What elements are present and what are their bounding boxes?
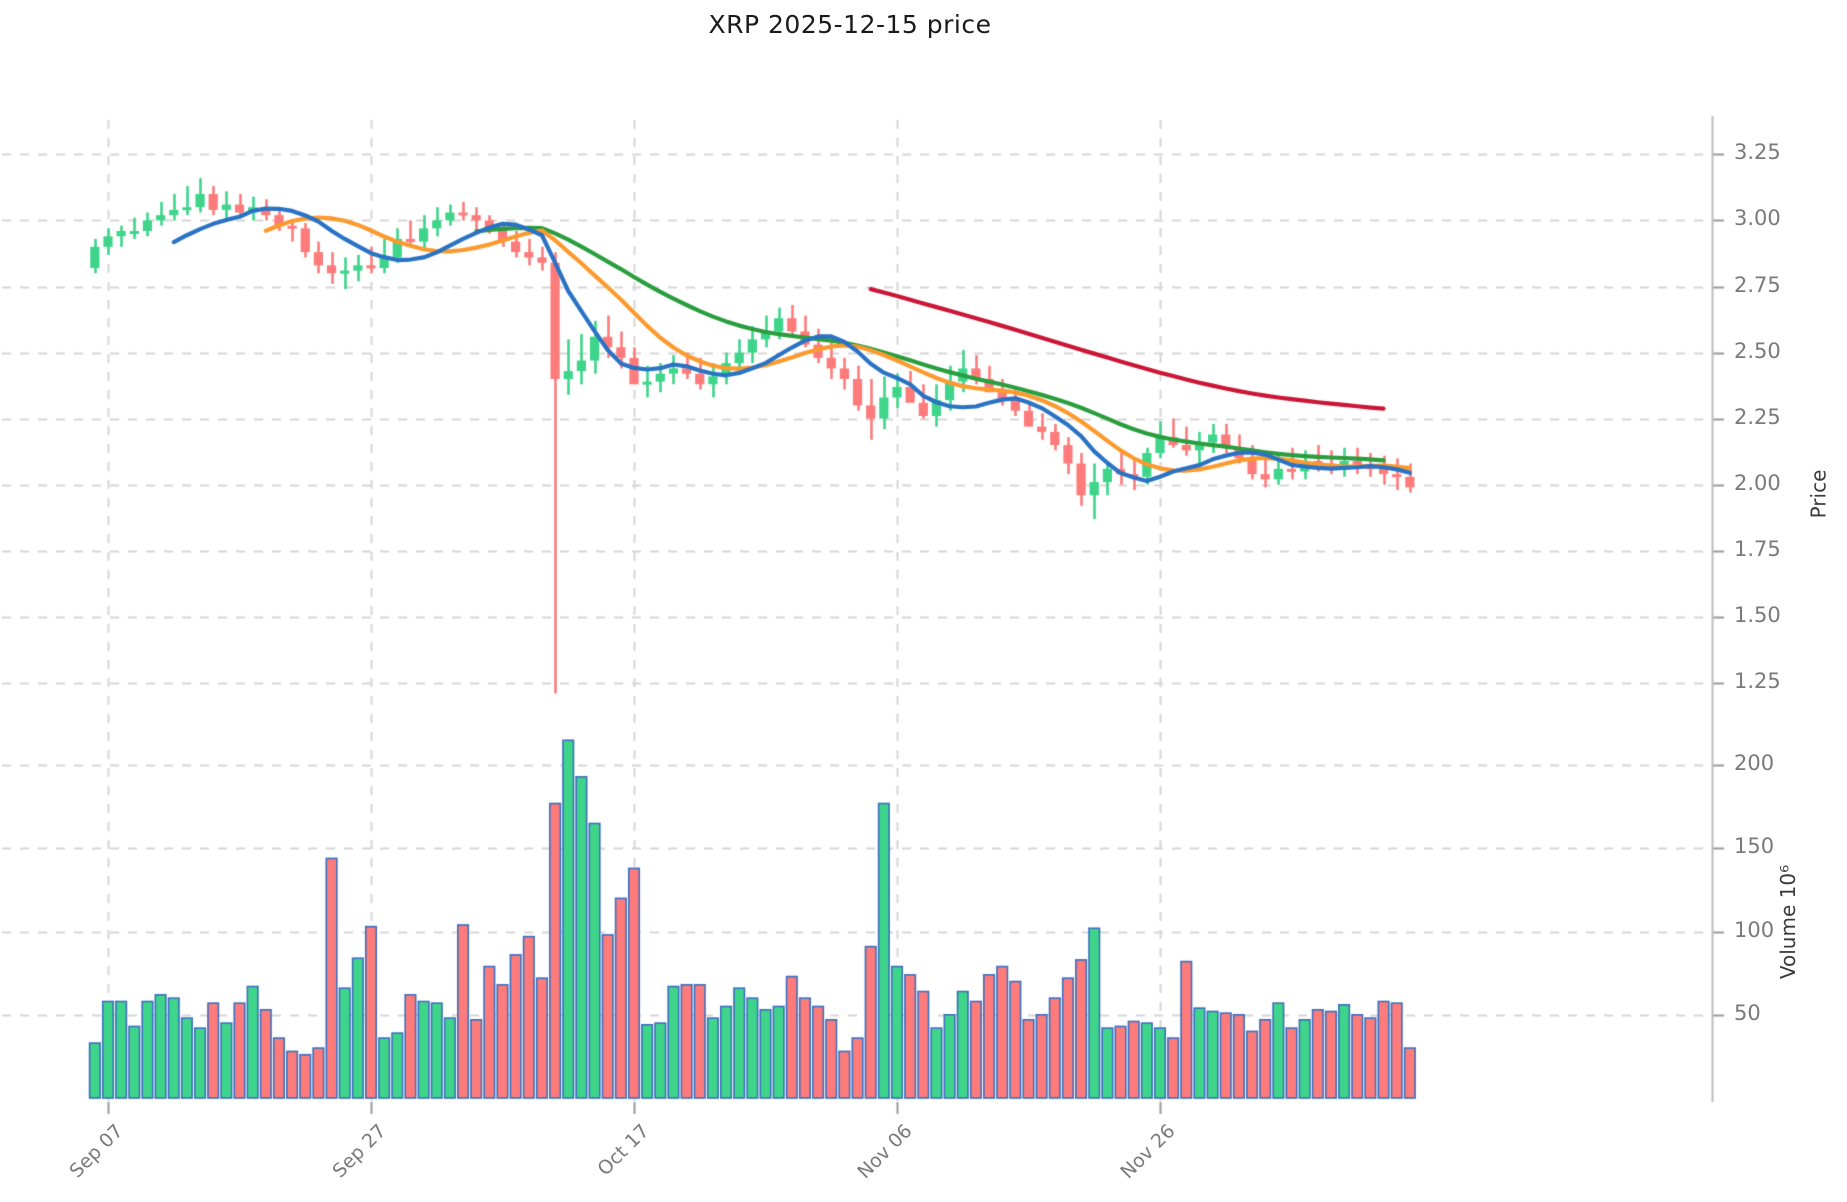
price-tick-label: 2.00	[1734, 470, 1781, 495]
price-tick-label: 1.25	[1734, 668, 1781, 693]
price-axis-title: Price	[1806, 469, 1831, 519]
price-tick-label: 3.00	[1734, 206, 1781, 231]
volume-tick-label: 50	[1734, 1000, 1761, 1025]
price-tick-label: 3.25	[1734, 140, 1781, 165]
price-tick-label: 1.75	[1734, 536, 1781, 561]
price-tick-label: 2.25	[1734, 404, 1781, 429]
volume-tick-label: 100	[1734, 917, 1775, 942]
volume-tick-label: 150	[1734, 834, 1775, 859]
volume-axis-title: Volume 10⁶	[1775, 864, 1800, 980]
price-tick-label: 2.75	[1734, 272, 1781, 297]
price-tick-label: 2.50	[1734, 338, 1781, 363]
price-tick-label: 1.50	[1734, 602, 1781, 627]
volume-tick-label: 200	[1734, 751, 1775, 776]
